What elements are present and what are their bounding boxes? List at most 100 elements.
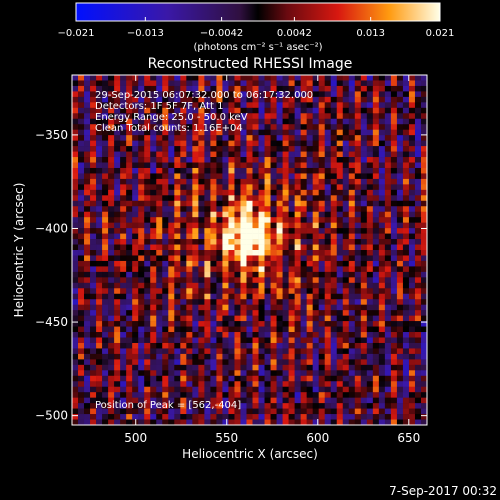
heatmap-cell: [330, 266, 338, 273]
axis-ticks: 500 550 600 650−350−400−450−500: [35, 75, 427, 445]
heatmap-cell: [258, 200, 265, 207]
heatmap-cell: [300, 184, 307, 191]
heatmap-cell: [408, 75, 416, 81]
heatmap-cell: [378, 91, 386, 98]
heatmap-cell: [318, 91, 326, 98]
heatmap-cell: [252, 293, 259, 300]
heatmap-cell: [246, 244, 253, 251]
heatmap-cell: [348, 217, 356, 223]
heatmap-cell: [156, 75, 163, 81]
heatmap-cell: [384, 332, 392, 338]
heatmap-cell: [126, 277, 133, 284]
heatmap-cell: [246, 359, 253, 366]
heatmap-cell: [168, 315, 175, 322]
heatmap-cell: [240, 85, 247, 92]
heatmap-cell: [414, 326, 422, 333]
x-tick-label: 500: [124, 431, 147, 445]
heatmap-cell: [264, 228, 271, 234]
heatmap-cell: [360, 228, 368, 234]
heatmap-cell: [204, 167, 211, 174]
heatmap-cell: [96, 414, 103, 420]
heatmap-cell: [210, 342, 217, 349]
heatmap-cell: [144, 146, 151, 152]
heatmap-cell: [282, 342, 289, 349]
colorbar-tick-label: −0.013: [127, 28, 164, 39]
heatmap-cell: [180, 315, 187, 322]
heatmap-cell: [198, 85, 205, 92]
heatmap-cell: [108, 217, 115, 223]
heatmap-cell: [312, 85, 319, 92]
heatmap-cell: [288, 386, 295, 393]
heatmap-cell: [84, 299, 91, 305]
heatmap-cell: [162, 414, 169, 420]
heatmap-cell: [114, 124, 121, 130]
heatmap-cell: [222, 129, 229, 136]
heatmap-cell: [84, 102, 91, 109]
heatmap-cell: [396, 91, 404, 98]
heatmap-cell: [198, 233, 205, 240]
heatmap-cell: [228, 233, 235, 240]
heatmap-cell: [414, 359, 422, 366]
heatmap-cell: [168, 151, 175, 158]
heatmap-cell: [120, 217, 127, 223]
heatmap-cell: [114, 315, 121, 322]
heatmap-cell: [216, 129, 223, 136]
heatmap-cell: [108, 288, 115, 295]
heatmap-cell: [216, 233, 223, 240]
heatmap-cell: [96, 200, 103, 207]
heatmap-cell: [408, 255, 416, 262]
heatmap-cell: [78, 282, 85, 289]
heatmap-cell: [252, 118, 259, 125]
heatmap-cell: [132, 113, 139, 120]
heatmap-cell: [318, 178, 326, 185]
heatmap-cell: [72, 370, 79, 377]
heatmap-cell: [336, 299, 344, 305]
heatmap-cell: [150, 266, 157, 273]
heatmap-cell: [366, 233, 374, 240]
heatmap-cell: [132, 255, 139, 262]
heatmap-cell: [192, 250, 199, 256]
heatmap-cell: [270, 332, 277, 338]
heatmap-cell: [306, 397, 313, 404]
heatmap-cell: [378, 157, 386, 163]
heatmap-cell: [108, 310, 115, 316]
heatmap-cell: [372, 200, 380, 207]
heatmap-cell: [126, 118, 133, 125]
heatmap-cell: [414, 304, 422, 311]
heatmap-cell: [354, 140, 362, 147]
heatmap-cell: [240, 250, 247, 256]
heatmap-cell: [360, 271, 368, 278]
heatmap-cell: [222, 403, 229, 409]
heatmap-cell: [294, 96, 301, 103]
heatmap-cell: [360, 348, 368, 355]
heatmap-cell: [204, 96, 211, 103]
heatmap-cell: [210, 102, 217, 109]
heatmap-cell: [204, 250, 211, 256]
heatmap-cell: [228, 364, 235, 371]
heatmap-cell: [162, 129, 169, 136]
heatmap-cell: [330, 239, 338, 245]
heatmap-cell: [408, 124, 416, 130]
heatmap-cell: [222, 239, 229, 245]
heatmap-cell: [246, 140, 253, 147]
heatmap-cell: [300, 310, 307, 316]
heatmap-cell: [240, 151, 247, 158]
heatmap-cell: [282, 266, 289, 273]
heatmap-cell: [234, 107, 241, 114]
heatmap-cell: [300, 80, 307, 87]
heatmap-cell: [84, 146, 91, 152]
heatmap-cell: [222, 222, 229, 229]
heatmap-cell: [258, 195, 265, 202]
heatmap-cell: [126, 206, 133, 213]
heatmap-cell: [378, 146, 386, 152]
heatmap-cell: [378, 233, 386, 240]
heatmap-cell: [282, 364, 289, 371]
heatmap-cell: [150, 375, 157, 382]
heatmap-cell: [156, 353, 163, 360]
heatmap-cell: [216, 348, 223, 355]
heatmap-cell: [72, 75, 79, 81]
heatmap-cell: [360, 293, 368, 300]
heatmap-cell: [372, 321, 380, 327]
heatmap-cell: [78, 244, 85, 251]
heatmap-cell: [192, 96, 199, 103]
